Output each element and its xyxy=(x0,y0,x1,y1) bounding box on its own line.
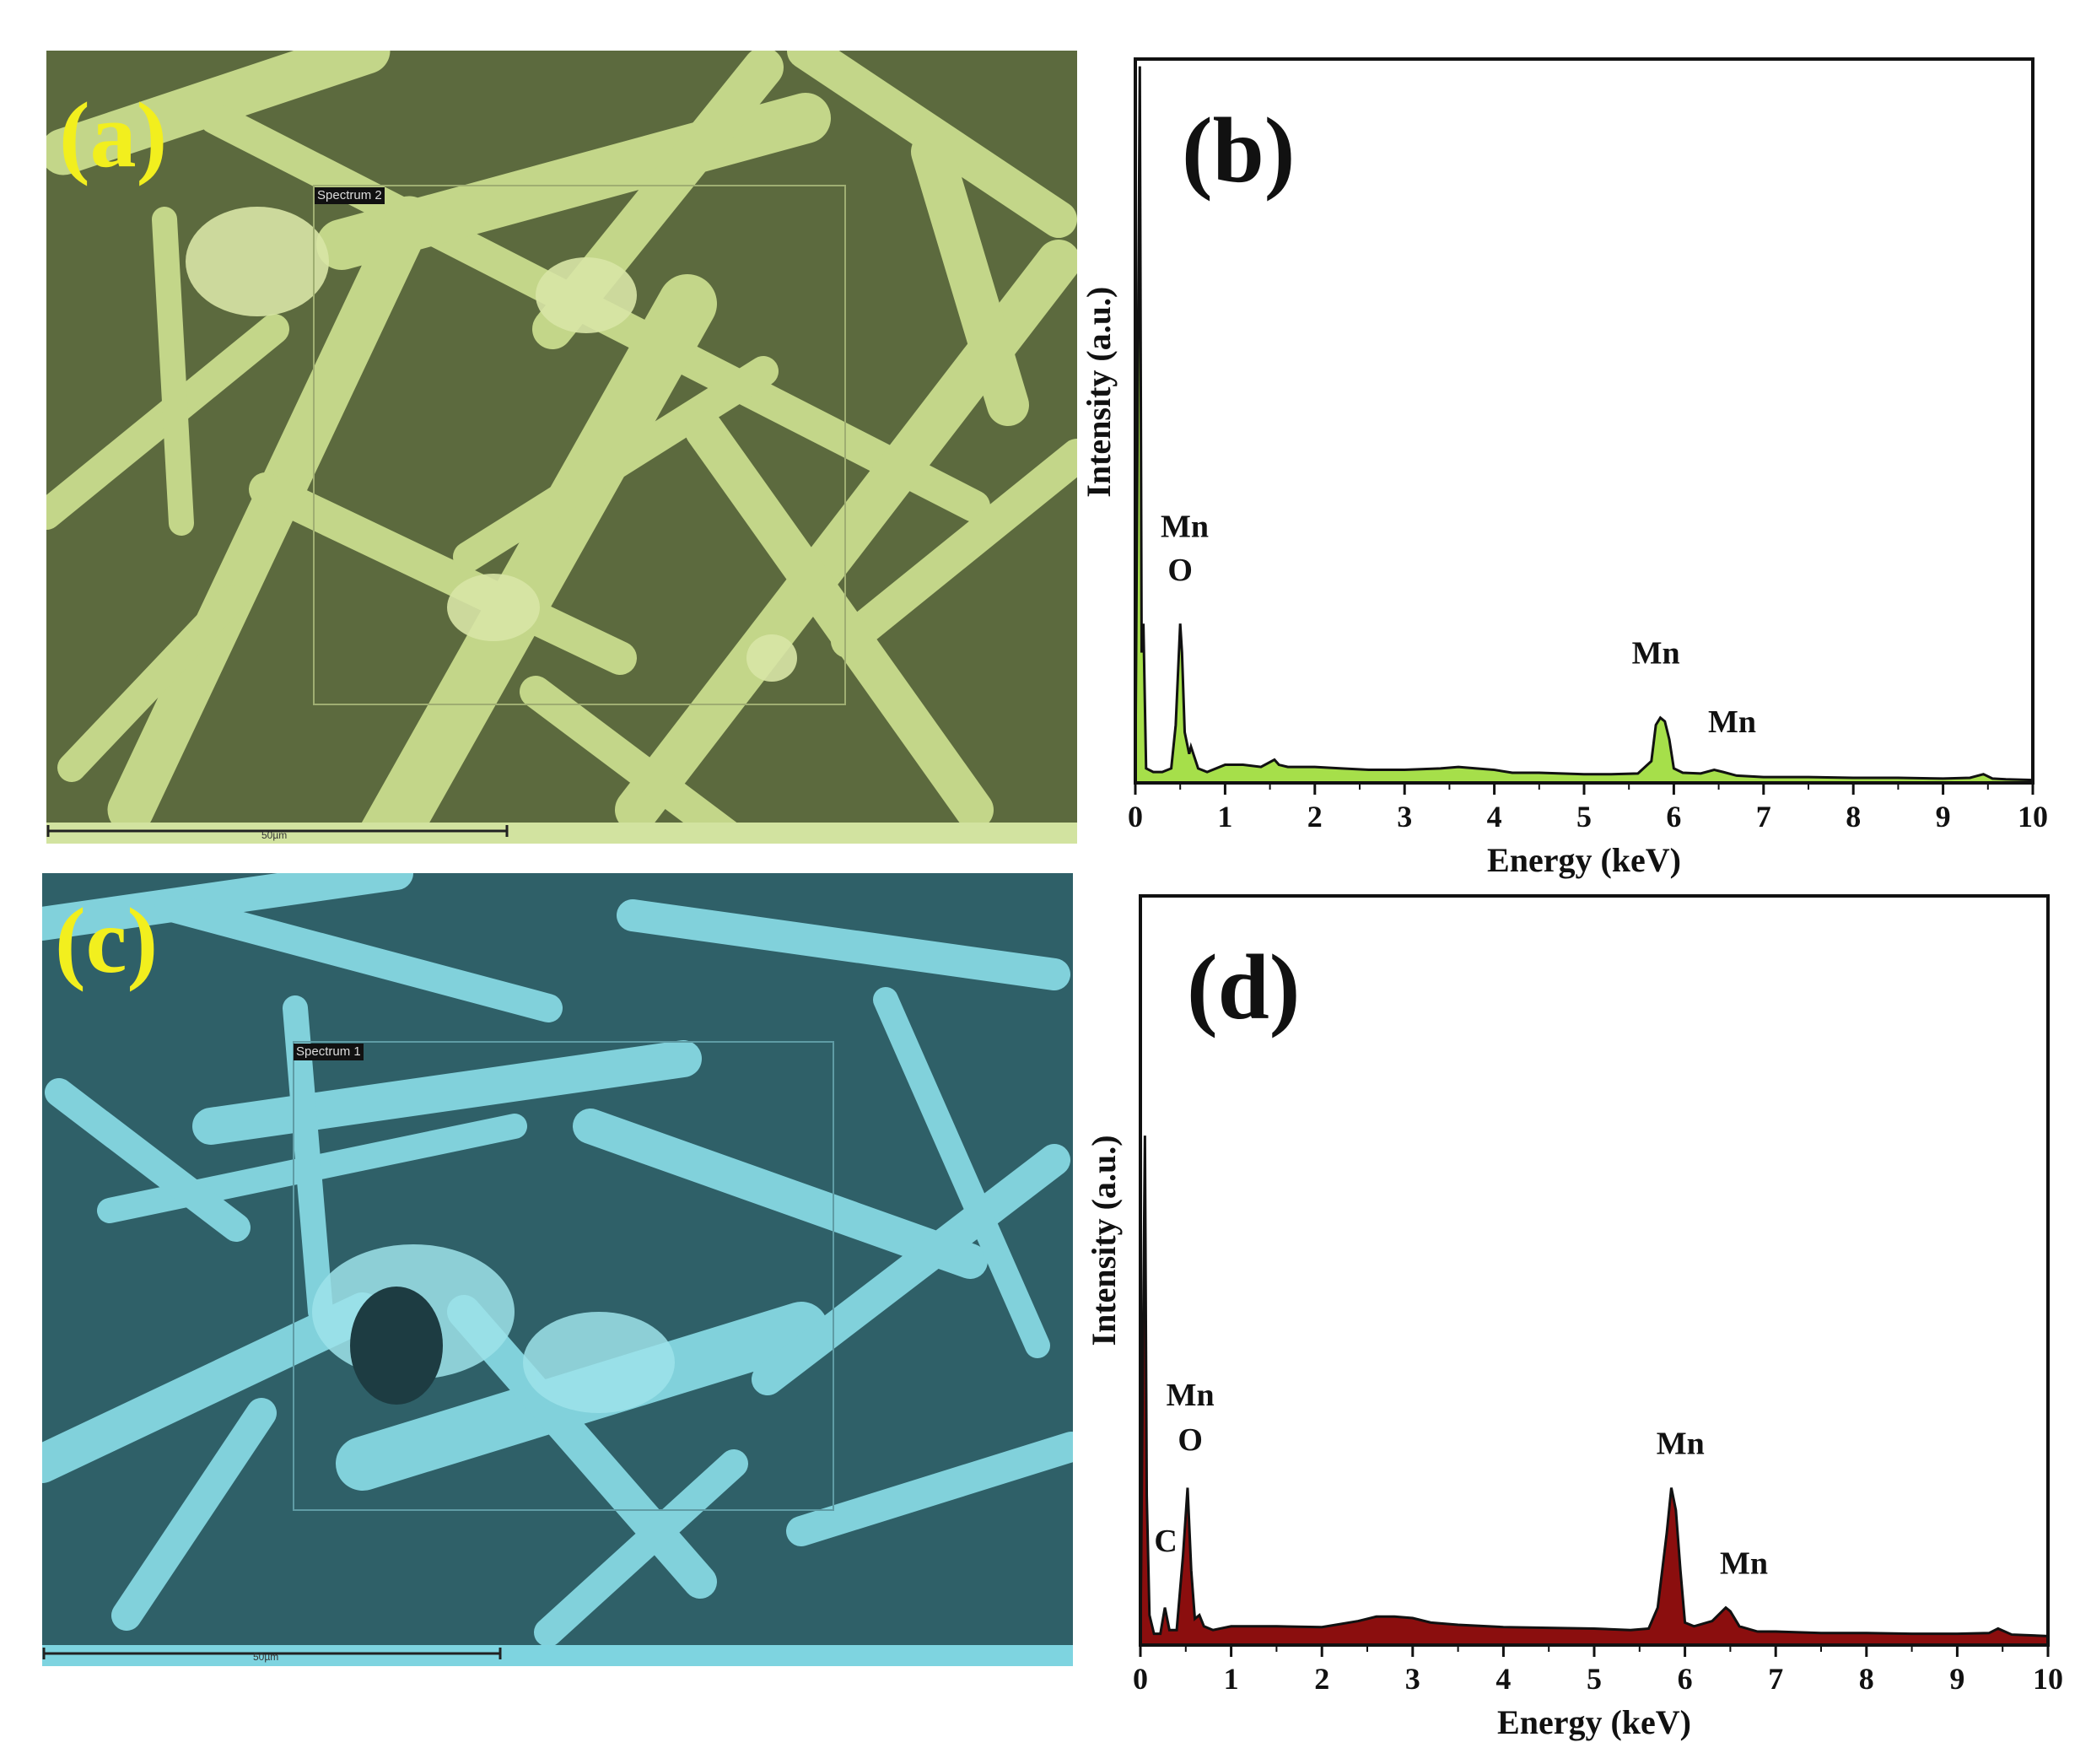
spectrum-tag-c: Spectrum 1 xyxy=(294,1044,364,1060)
x-tick-label: 10 xyxy=(2018,800,2048,833)
panel-label-c: (c) xyxy=(55,889,159,992)
peak-label: Mn xyxy=(1720,1546,1768,1582)
scalebar-label-c: 50µm xyxy=(253,1651,279,1663)
x-tick-label: 2 xyxy=(1307,800,1323,833)
x-tick-label: 8 xyxy=(1846,800,1861,833)
x-tick-label: 0 xyxy=(1133,1662,1148,1696)
eds-chart-b-svg: 0 1 2 3 4 5 6 7 8 9 10 Energy (keV) Intensity (a.u.)… xyxy=(1080,57,2048,879)
x-tick-label: 8 xyxy=(1859,1662,1874,1696)
peak-label: C xyxy=(1154,1524,1177,1559)
x-tick-label: 3 xyxy=(1397,800,1412,833)
peak-label: Mn xyxy=(1632,635,1680,671)
x-tick-label: 4 xyxy=(1487,800,1502,833)
x-tick-label: 6 xyxy=(1666,800,1681,833)
spectrum-line xyxy=(1139,1136,2049,1646)
peak-label: Mn xyxy=(1708,704,1756,740)
x-tick-label: 6 xyxy=(1678,1662,1693,1696)
peak-label: Mn xyxy=(1167,1378,1215,1413)
y-axis-title: Intensity (a.u.) xyxy=(1080,287,1118,498)
x-axis-title: Energy (keV) xyxy=(1487,841,1681,879)
peak-label: O xyxy=(1178,1422,1203,1458)
x-tick-label: 9 xyxy=(1949,1662,1964,1696)
scalebar-label-a: 50µm xyxy=(261,829,288,841)
eds-chart-d-svg: 0 1 2 3 4 5 6 7 8 9 10 Energy (keV) Intensity (a.u.)… xyxy=(1085,894,2063,1741)
peak-label: Mn xyxy=(1161,509,1209,544)
x-tick-label: 1 xyxy=(1224,1662,1239,1696)
x-tick-label: 1 xyxy=(1217,800,1232,833)
eds-chart-d: 0 1 2 3 4 5 6 7 8 9 10 Energy (keV) Intensity (a.u.)… xyxy=(1037,877,2083,1746)
peak-label: Mn xyxy=(1657,1427,1705,1462)
sem-image-a xyxy=(46,51,1077,844)
x-tick-label: 5 xyxy=(1587,1662,1602,1696)
x-tick-label: 5 xyxy=(1576,800,1592,833)
y-axis-title: Intensity (a.u.) xyxy=(1085,1135,1123,1346)
chart-panel-label: (b) xyxy=(1182,99,1295,202)
x-tick-label: 7 xyxy=(1768,1662,1783,1696)
sem-image-c xyxy=(42,873,1073,1666)
eds-chart-b: 0 1 2 3 4 5 6 7 8 9 10 Energy (keV) Intensity (a.u.)… xyxy=(1037,34,2083,894)
x-tick-label: 10 xyxy=(2033,1662,2063,1696)
x-tick-label: 4 xyxy=(1495,1662,1511,1696)
peak-label: O xyxy=(1167,553,1193,588)
x-tick-label: 0 xyxy=(1128,800,1143,833)
sem-image-a-graphic xyxy=(46,51,1077,844)
x-tick-label: 7 xyxy=(1756,800,1771,833)
spectrum-tag-a: Spectrum 2 xyxy=(315,187,385,204)
x-tick-label: 2 xyxy=(1314,1662,1329,1696)
spectrum-line xyxy=(1134,66,2034,784)
x-tick-label: 3 xyxy=(1405,1662,1420,1696)
panel-label-a: (a) xyxy=(59,84,168,186)
chart-panel-label: (d) xyxy=(1187,936,1300,1038)
x-axis-title: Energy (keV) xyxy=(1497,1703,1691,1741)
x-tick-label: 9 xyxy=(1936,800,1951,833)
spectrum-fill xyxy=(1140,1136,2048,1645)
sem-image-c-graphic xyxy=(42,873,1073,1666)
